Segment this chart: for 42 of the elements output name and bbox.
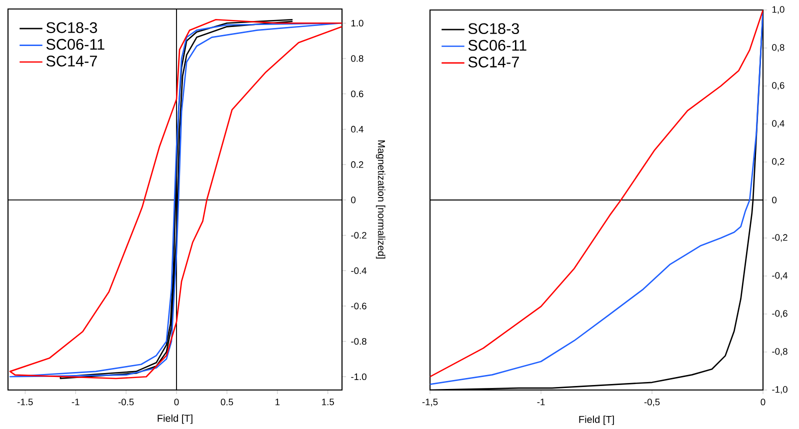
y-tick-label: -1,0 — [772, 386, 788, 394]
y-tick-label: 0 — [351, 196, 356, 204]
x-tick-label: -1,5 — [422, 398, 438, 406]
y-tick-label: 0.4 — [351, 126, 364, 133]
y-tick-label: -0,4 — [772, 272, 788, 280]
y-tick-label: -0.6 — [351, 302, 366, 310]
legend-label: SC18-3 — [468, 23, 519, 34]
x-tick-label: 0 — [760, 398, 766, 406]
x-tick-label: -0,5 — [644, 398, 660, 406]
y-tick-label: -0.4 — [351, 267, 367, 274]
legend-label: SC14-7 — [46, 56, 97, 66]
y-tick-label: -0,6 — [772, 310, 788, 318]
legend-label: SC06-11 — [46, 38, 104, 50]
y-tick-label: -0.2 — [351, 232, 366, 239]
y-tick-label: -0,2 — [772, 234, 788, 242]
x-axis-title: Field [T] — [158, 414, 192, 424]
x-tick-label: -0.5 — [118, 398, 134, 406]
y-axis-title: Magnetization [normalized] — [376, 140, 386, 259]
x-tick-label: -1.5 — [18, 398, 33, 406]
legend-label: SC14-7 — [468, 56, 519, 68]
y-tick-label: 0,6 — [772, 82, 784, 90]
y-tick-label: 1,0 — [772, 6, 784, 14]
x-tick-label: -1 — [72, 398, 80, 406]
y-tick-label: 0.8 — [351, 55, 364, 62]
y-tick-label: 1.0 — [351, 20, 364, 26]
x-tick-label: 0 — [174, 398, 179, 406]
y-tick-label: 0.2 — [351, 161, 364, 168]
y-tick-label: 0.6 — [351, 90, 364, 98]
y-tick-label: -0.8 — [351, 338, 366, 345]
y-tick-label: 0,8 — [772, 44, 784, 52]
x-tick-label: 1 — [276, 398, 280, 406]
y-tick-label: -0,8 — [772, 348, 788, 356]
legend-label: SC06-11 — [468, 40, 526, 51]
y-tick-label: 0 — [772, 196, 777, 204]
x-axis-title: Field [T] — [579, 416, 614, 425]
y-tick-label: -1.0 — [351, 373, 366, 380]
y-tick-label: 0,2 — [772, 158, 784, 166]
x-tick-label: 0.5 — [220, 398, 234, 406]
x-tick-label: -1 — [537, 398, 545, 406]
x-tick-label: 1.5 — [322, 398, 334, 406]
legend-label: SC18-3 — [46, 22, 98, 34]
y-tick-label: 0,4 — [772, 120, 784, 128]
